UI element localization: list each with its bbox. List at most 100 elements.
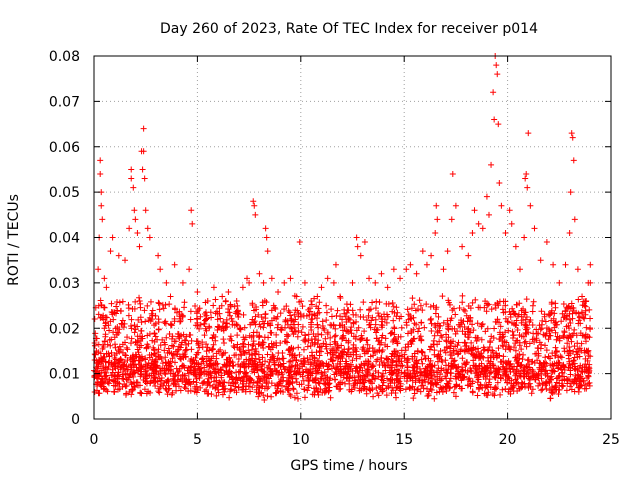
data-point bbox=[95, 311, 102, 318]
data-point bbox=[246, 377, 253, 384]
data-point bbox=[388, 362, 395, 369]
data-point bbox=[131, 383, 138, 390]
data-point bbox=[529, 321, 536, 328]
data-point bbox=[514, 326, 521, 333]
data-point bbox=[247, 375, 254, 382]
data-point bbox=[97, 170, 104, 177]
data-point bbox=[115, 369, 122, 376]
data-point bbox=[440, 366, 447, 373]
data-point bbox=[411, 369, 418, 376]
data-point bbox=[536, 322, 543, 329]
data-point bbox=[195, 342, 202, 349]
data-point bbox=[323, 385, 330, 392]
data-point bbox=[182, 372, 189, 379]
data-point bbox=[137, 390, 144, 397]
data-point bbox=[95, 341, 102, 348]
data-point bbox=[210, 302, 217, 309]
data-point bbox=[296, 299, 303, 306]
data-point bbox=[564, 380, 571, 387]
data-point bbox=[213, 392, 220, 399]
data-point bbox=[296, 369, 303, 376]
data-point bbox=[122, 257, 129, 264]
data-point bbox=[140, 372, 147, 379]
data-point bbox=[518, 384, 525, 391]
data-point bbox=[492, 318, 499, 325]
data-point bbox=[189, 220, 196, 227]
data-point bbox=[268, 307, 275, 314]
data-point bbox=[321, 326, 328, 333]
data-point bbox=[141, 386, 148, 393]
data-point bbox=[366, 275, 373, 282]
data-point bbox=[535, 330, 542, 337]
data-point bbox=[190, 378, 197, 385]
data-point bbox=[509, 328, 516, 335]
data-point bbox=[291, 394, 298, 401]
data-point bbox=[259, 383, 266, 390]
data-point bbox=[175, 331, 182, 338]
data-point bbox=[345, 307, 352, 314]
data-point bbox=[253, 382, 260, 389]
data-point bbox=[305, 337, 312, 344]
data-point bbox=[222, 385, 229, 392]
data-point bbox=[566, 358, 573, 365]
data-point bbox=[491, 365, 498, 372]
data-point bbox=[255, 351, 262, 358]
data-point bbox=[137, 354, 144, 361]
data-point bbox=[116, 357, 123, 364]
data-point bbox=[470, 357, 477, 364]
data-point bbox=[263, 380, 270, 387]
data-point bbox=[349, 374, 356, 381]
data-point bbox=[149, 356, 156, 363]
data-point bbox=[397, 275, 404, 282]
data-point bbox=[419, 349, 426, 356]
data-point bbox=[568, 338, 575, 345]
data-point bbox=[108, 336, 115, 343]
data-point bbox=[363, 390, 370, 397]
data-point bbox=[500, 333, 507, 340]
data-point bbox=[442, 349, 449, 356]
data-point bbox=[444, 380, 451, 387]
data-point bbox=[288, 373, 295, 380]
data-point bbox=[499, 306, 506, 313]
data-point bbox=[132, 216, 139, 223]
chart-title: Day 260 of 2023, Rate Of TEC Index for r… bbox=[160, 21, 538, 37]
data-point bbox=[521, 309, 528, 316]
data-point bbox=[502, 377, 509, 384]
data-point bbox=[106, 376, 113, 383]
data-point bbox=[137, 371, 144, 378]
data-point bbox=[289, 375, 296, 382]
data-point bbox=[522, 175, 529, 182]
data-point bbox=[547, 362, 554, 369]
data-point bbox=[499, 386, 506, 393]
data-point bbox=[225, 288, 232, 295]
data-point bbox=[475, 304, 482, 311]
data-point bbox=[192, 354, 199, 361]
data-point bbox=[486, 379, 493, 386]
data-point bbox=[447, 345, 454, 352]
data-point bbox=[122, 371, 129, 378]
data-point bbox=[285, 307, 292, 314]
data-point bbox=[436, 338, 443, 345]
data-point bbox=[467, 367, 474, 374]
data-point bbox=[197, 321, 204, 328]
data-point bbox=[484, 347, 491, 354]
data-point bbox=[437, 347, 444, 354]
data-point bbox=[259, 318, 266, 325]
data-point bbox=[124, 366, 131, 373]
data-point bbox=[403, 378, 410, 385]
data-point bbox=[475, 372, 482, 379]
data-point bbox=[166, 301, 173, 308]
data-point bbox=[288, 325, 295, 332]
data-point bbox=[416, 297, 423, 304]
data-point bbox=[556, 279, 563, 286]
data-point bbox=[324, 330, 331, 337]
data-point bbox=[284, 321, 291, 328]
data-point bbox=[448, 216, 455, 223]
data-point bbox=[277, 362, 284, 369]
data-point bbox=[459, 243, 466, 250]
data-point bbox=[167, 358, 174, 365]
data-point bbox=[161, 347, 168, 354]
data-point bbox=[485, 211, 492, 218]
data-point bbox=[535, 352, 542, 359]
data-point bbox=[169, 333, 176, 340]
